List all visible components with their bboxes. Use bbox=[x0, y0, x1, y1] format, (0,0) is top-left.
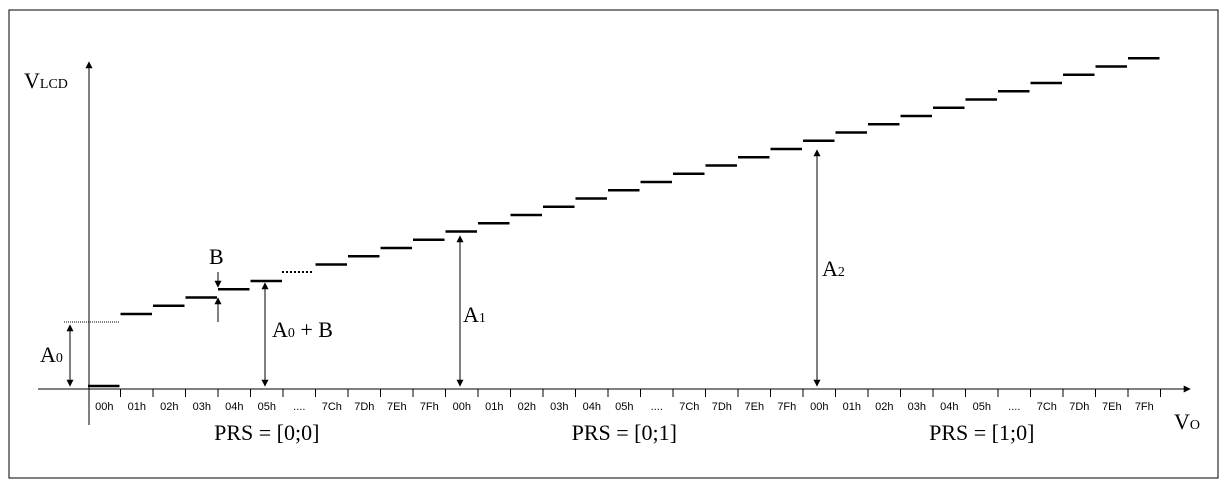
tick-label: 02h bbox=[875, 401, 893, 413]
tick-label: 00h bbox=[95, 401, 113, 413]
a0-plus-b-label: A0 + B bbox=[272, 317, 333, 342]
tick-label: 00h bbox=[453, 401, 471, 413]
prs-group-labels: PRS = [0;0] PRS = [0;1] PRS = [1;0] bbox=[214, 420, 1034, 445]
a2-label: A2 bbox=[822, 256, 845, 281]
tick-label: 01h bbox=[128, 401, 146, 413]
tick-label: 7Ch bbox=[679, 401, 699, 413]
tick-label: 04h bbox=[940, 401, 958, 413]
tick-label: .... bbox=[293, 401, 305, 413]
tick-label: 02h bbox=[518, 401, 536, 413]
tick-label: 04h bbox=[225, 401, 243, 413]
tick-label: 7Fh bbox=[777, 401, 796, 413]
tick-label: .... bbox=[1008, 401, 1020, 413]
tick-label: .... bbox=[651, 401, 663, 413]
tick-label: 00h bbox=[810, 401, 828, 413]
x-axis-label: VO bbox=[1174, 409, 1200, 434]
tick-label: 7Dh bbox=[712, 401, 732, 413]
prs-label: PRS = [0;1] bbox=[572, 420, 677, 445]
x-axis-tick-labels: 00h 01h 02h 03h 04h 05h.... 7Ch 7Dh 7Eh 7Fh 00h 01h… bbox=[95, 401, 1154, 413]
a1-label: A1 bbox=[463, 302, 486, 327]
y-axis-label: VLCD bbox=[24, 68, 68, 93]
diagram-frame bbox=[8, 9, 1219, 479]
tick-label: 05h bbox=[258, 401, 276, 413]
tick-label: 05h bbox=[615, 401, 633, 413]
b-label: B bbox=[209, 244, 224, 269]
tick-label: 7Eh bbox=[745, 401, 765, 413]
prs-label: PRS = [1;0] bbox=[929, 420, 1034, 445]
prs-label: PRS = [0;0] bbox=[214, 420, 319, 445]
tick-label: 7Dh bbox=[1069, 401, 1089, 413]
tick-label: 05h bbox=[973, 401, 991, 413]
tick-label: 7Fh bbox=[1135, 401, 1154, 413]
tick-label: 04h bbox=[583, 401, 601, 413]
tick-label: 7Ch bbox=[1037, 401, 1057, 413]
tick-label: 01h bbox=[843, 401, 861, 413]
tick-label: 01h bbox=[485, 401, 503, 413]
a0-label: A0 bbox=[40, 342, 63, 367]
tick-label: 7Eh bbox=[1102, 401, 1122, 413]
tick-label: 7Dh bbox=[354, 401, 374, 413]
tick-label: 7Ch bbox=[322, 401, 342, 413]
tick-label: 02h bbox=[160, 401, 178, 413]
x-axis-ticks bbox=[120, 389, 1161, 397]
tick-label: 7Fh bbox=[420, 401, 439, 413]
tick-label: 03h bbox=[193, 401, 211, 413]
staircase-steps bbox=[88, 57, 1160, 388]
tick-label: 03h bbox=[550, 401, 568, 413]
tick-label: 03h bbox=[908, 401, 926, 413]
tick-label: 7Eh bbox=[387, 401, 407, 413]
